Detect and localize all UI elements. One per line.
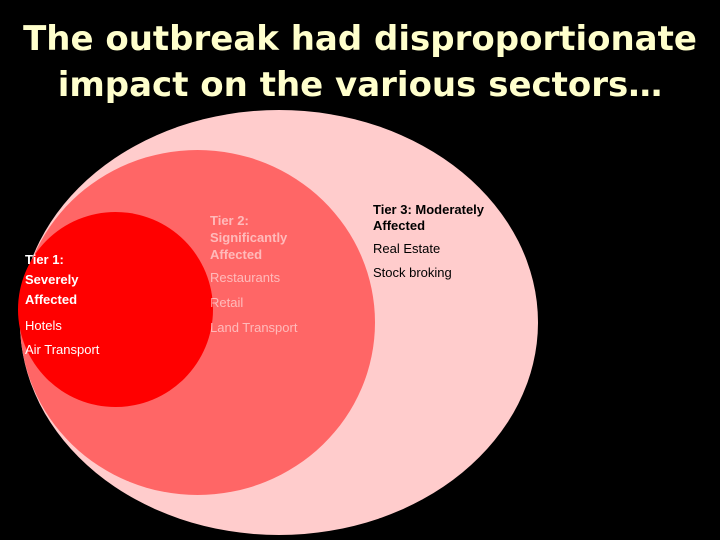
tier2-item-restaurants: Restaurants <box>210 270 281 285</box>
title-line-1: The outbreak had disproportionate <box>23 19 697 59</box>
tier2-title-line-1: Tier 2: <box>210 213 249 228</box>
tier2-title-line-3: Affected <box>210 247 263 262</box>
title-line-2: impact on the various sectors… <box>57 65 663 105</box>
tier3-title-line-1: Tier 3: Moderately <box>373 202 485 217</box>
tier2-item-retail: Retail <box>210 295 244 310</box>
tier3-title-line-2: Affected <box>373 218 426 233</box>
tier1-text: Tier 1: Severely Affected Hotels Air Tra… <box>25 250 145 360</box>
tier1-title-line-2: Severely <box>25 272 79 287</box>
tier3-text: Tier 3: Moderately Affected Real Estate … <box>373 202 513 282</box>
tier1-item-hotels: Hotels <box>25 318 62 333</box>
tier2-item-land-transport: Land Transport <box>210 320 298 335</box>
tier1-title-line-3: Affected <box>25 292 78 307</box>
tier2-title-line-2: Significantly <box>210 230 288 245</box>
tier1-circle <box>18 212 213 407</box>
tier1-title-line-1: Tier 1: <box>25 252 64 267</box>
tier3-item-real-estate: Real Estate <box>373 241 441 256</box>
tier2-text: Tier 2: Significantly Affected Restauran… <box>210 212 320 338</box>
tier1-item-air-transport: Air Transport <box>25 342 100 357</box>
tier3-item-stock-broking: Stock broking <box>373 265 452 280</box>
slide-title: The outbreak had disproportionate impact… <box>20 16 700 108</box>
